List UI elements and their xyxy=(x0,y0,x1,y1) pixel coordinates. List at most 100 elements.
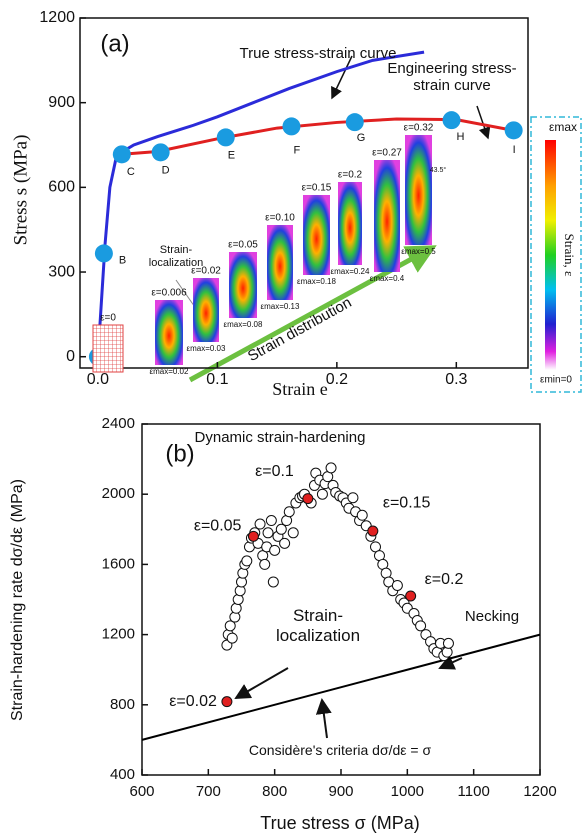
strain-map xyxy=(92,324,124,373)
point xyxy=(265,515,277,527)
max-strain-label: εmax=0.03 xyxy=(187,344,226,353)
strain-label: ε=0.15 xyxy=(302,183,332,194)
strain-label: ε=0.32 xyxy=(404,123,434,134)
point xyxy=(267,576,279,588)
arrow xyxy=(438,654,463,670)
point xyxy=(347,492,359,504)
point-label: ε=0.1 xyxy=(255,463,294,480)
point xyxy=(279,537,291,549)
max-strain-label: εmax=0.18 xyxy=(297,277,336,286)
y-tick-label: 1200 xyxy=(39,9,75,26)
y-tick-label: 2400 xyxy=(102,415,135,432)
y-axis-title: Strain-hardening rate dσ/dε (MPa) xyxy=(9,479,26,721)
annotation: Strain-localization xyxy=(148,244,204,269)
point xyxy=(325,462,337,474)
x-tick-label: 900 xyxy=(328,783,353,800)
max-strain-label: εmax=0.13 xyxy=(261,302,300,311)
x-tick-label: 0.2 xyxy=(326,371,348,388)
point xyxy=(302,493,314,505)
colorbar-label: εmin=0 xyxy=(540,375,572,386)
point-label: H xyxy=(457,131,465,143)
y-tick-label: 0 xyxy=(66,348,75,365)
max-strain-label: εmax=0.4 xyxy=(370,274,405,283)
y-tick-label: 400 xyxy=(110,766,135,783)
arrow xyxy=(331,55,353,100)
point xyxy=(287,527,299,539)
point xyxy=(112,145,131,164)
strain-map xyxy=(193,278,219,342)
point-label: ε=0.15 xyxy=(383,494,431,511)
colorbar-frame xyxy=(530,116,582,393)
point-label: I xyxy=(513,144,516,156)
point xyxy=(94,244,113,263)
point xyxy=(283,506,295,518)
point xyxy=(442,637,454,649)
max-strain-label: εmax=0.08 xyxy=(224,320,263,329)
strain-map xyxy=(374,160,400,272)
x-tick-label: 1100 xyxy=(458,783,490,800)
series-label: Considère's criteria dσ/dε = σ xyxy=(248,742,432,758)
point xyxy=(345,113,364,132)
strain-map xyxy=(267,225,293,300)
colorbar-title: Strain, ε xyxy=(562,233,577,277)
x-tick-label: 0.0 xyxy=(87,371,109,388)
panel-label: (b) xyxy=(165,440,194,467)
y-tick-label: 600 xyxy=(48,179,75,196)
point xyxy=(356,509,368,521)
x-axis-title: True stress σ (MPa) xyxy=(260,813,419,833)
point xyxy=(226,632,238,644)
x-tick-label: 0.3 xyxy=(445,371,467,388)
series-label: True stress-strain curve xyxy=(239,45,397,62)
point-label: D xyxy=(162,164,170,176)
curve xyxy=(96,50,425,357)
y-tick-label: 300 xyxy=(48,263,75,280)
point xyxy=(504,121,523,140)
series-label: Engineering stress-strain curve xyxy=(387,60,517,95)
point-label: ε=0.02 xyxy=(169,693,217,710)
y-axis-title: Stress s (MPa) xyxy=(10,135,31,246)
point-label: F xyxy=(293,144,300,156)
point xyxy=(316,488,328,500)
x-tick-label: 600 xyxy=(129,783,154,800)
annotation: Necking xyxy=(465,608,519,625)
panel-label: (a) xyxy=(100,30,129,57)
x-axis-title: Strain e xyxy=(272,379,328,399)
point-label: B xyxy=(119,254,126,266)
arrow xyxy=(476,105,491,140)
point xyxy=(259,558,271,570)
x-tick-label: 1000 xyxy=(391,783,424,800)
y-tick-label: 2000 xyxy=(102,485,135,502)
max-strain-label: εmax=0.24 xyxy=(331,267,370,276)
colorbar xyxy=(545,140,556,370)
point xyxy=(405,590,417,602)
arrow xyxy=(315,698,332,739)
y-tick-label: 800 xyxy=(110,696,135,713)
point-label: E xyxy=(228,149,235,161)
strain-label: ε=0.2 xyxy=(338,170,363,181)
strain-label: ε=0 xyxy=(100,313,116,324)
point xyxy=(282,117,301,136)
strain-map xyxy=(405,135,432,245)
annotation: 43.5° xyxy=(430,166,447,174)
strain-label: ε=0.10 xyxy=(265,213,295,224)
colorbar-label: εmax xyxy=(549,120,577,134)
strain-map xyxy=(338,182,362,265)
point xyxy=(262,527,274,539)
point xyxy=(216,128,235,147)
max-strain-label: εmax=0.02 xyxy=(150,367,189,376)
strain-label: ε=0.27 xyxy=(372,148,402,159)
plot-frame xyxy=(141,423,541,776)
point xyxy=(442,111,461,130)
point xyxy=(415,620,427,632)
x-tick-label: 0.1 xyxy=(206,371,228,388)
point-label: G xyxy=(357,132,366,144)
strain-map xyxy=(229,252,257,318)
point xyxy=(275,523,287,535)
arrow xyxy=(234,667,289,699)
x-tick-label: 800 xyxy=(262,783,287,800)
strain-map xyxy=(303,195,330,275)
point xyxy=(367,525,379,537)
strain-label: ε=0.05 xyxy=(228,240,258,251)
curve xyxy=(141,633,541,741)
